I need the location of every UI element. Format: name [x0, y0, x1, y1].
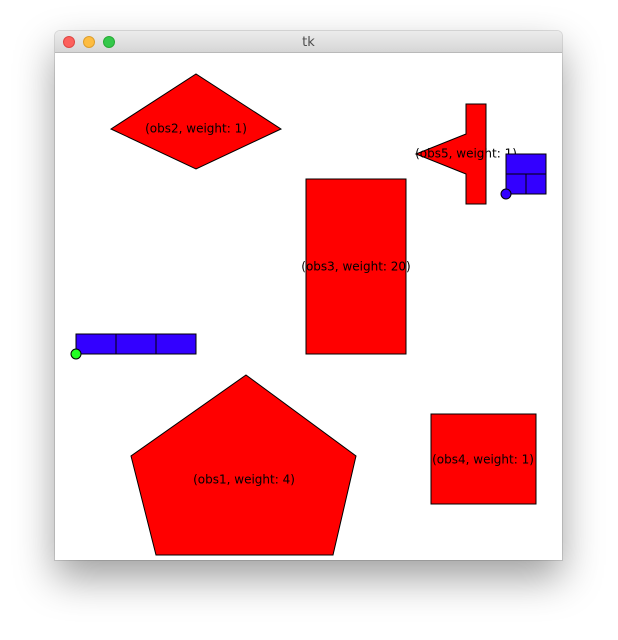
obstacle-obs3-label: (obs3, weight: 20)	[301, 260, 410, 274]
robot-start	[70, 333, 197, 360]
obstacle-obs2: (obs2, weight: 1)	[109, 73, 283, 170]
obstacle-obs3: (obs3, weight: 20)	[301, 178, 411, 355]
obstacle-obs1-label: (obs1, weight: 4)	[193, 473, 295, 487]
robot-goal-marker	[500, 188, 512, 200]
close-icon[interactable]	[63, 36, 75, 48]
obstacle-obs4-shape	[430, 413, 537, 505]
obstacle-obs5-label: (obs5, weight: 1)	[415, 147, 517, 161]
obstacle-obs1-shape	[130, 374, 357, 556]
obstacle-obs5: (obs5, weight: 1)	[414, 103, 517, 205]
obstacle-obs3-shape	[305, 178, 407, 355]
title-bar[interactable]: tk	[55, 31, 562, 53]
robot-start-cell	[155, 333, 197, 355]
obstacle-obs2-label: (obs2, weight: 1)	[145, 122, 247, 136]
robot-start-cell	[75, 333, 117, 355]
obstacle-obs4-label: (obs4, weight: 1)	[432, 453, 534, 467]
obstacle-obs4: (obs4, weight: 1)	[430, 413, 537, 505]
window-title: tk	[302, 35, 315, 50]
robot-goal-cell	[525, 173, 547, 195]
robot-start-marker	[70, 348, 82, 360]
obstacle-obs5-shape	[414, 103, 487, 205]
drawing-canvas[interactable]: (obs2, weight: 1) (obs3, weight: 20) (ob…	[55, 53, 562, 560]
robot-goal-cell	[505, 153, 547, 175]
obstacle-obs1: (obs1, weight: 4)	[130, 374, 357, 556]
minimize-icon[interactable]	[83, 36, 95, 48]
robot-start-cell	[115, 333, 157, 355]
robot-goal	[500, 153, 547, 200]
maximize-icon[interactable]	[103, 36, 115, 48]
app-window: tk (obs2, weight: 1) (obs3, weight: 20) …	[55, 31, 562, 560]
obstacle-obs2-shape	[109, 73, 283, 170]
